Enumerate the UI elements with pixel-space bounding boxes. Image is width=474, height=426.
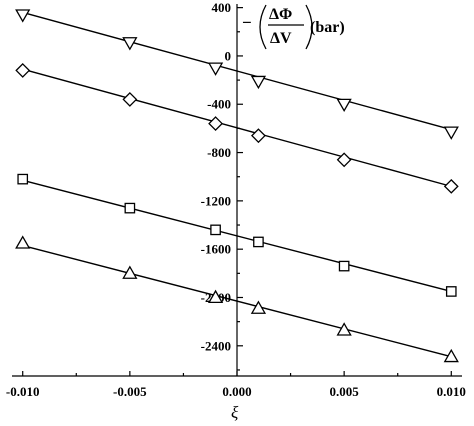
triangle-down-marker	[122, 37, 138, 51]
diamond-marker	[251, 128, 266, 144]
x-tick-label: 0.000	[222, 384, 251, 399]
y-axis-label-unit: (bar)	[310, 19, 345, 36]
square-marker	[124, 202, 136, 214]
square-marker	[253, 236, 264, 248]
diamond-marker	[336, 152, 352, 168]
triangle-down-marker	[15, 9, 31, 23]
triangle-up-marker	[15, 235, 31, 249]
x-tick-label: 0.005	[330, 384, 360, 399]
series-triangle-up	[15, 235, 459, 363]
diamond-marker	[208, 116, 223, 131]
x-axis-label: ξ	[231, 403, 239, 422]
triangle-up-marker	[250, 300, 267, 314]
y-tick-label: -2400	[201, 338, 231, 353]
triangle-up-marker	[443, 348, 459, 363]
triangle-up-marker	[122, 265, 138, 279]
y-tick-label: 0	[225, 48, 232, 63]
y-axis-label: − ΔΦ ΔV (bar)	[242, 4, 345, 50]
y-tick-label: -1200	[201, 193, 231, 208]
y-axis-label-left-paren	[259, 4, 267, 50]
square-marker	[210, 224, 221, 236]
fit-line	[22, 11, 452, 131]
x-tick-label: 0.010	[437, 384, 466, 399]
triangle-up-marker	[207, 289, 224, 304]
fit-line	[22, 244, 452, 358]
fit-line	[22, 179, 452, 293]
y-tick-label: -1600	[201, 242, 231, 257]
series-square	[17, 173, 457, 297]
y-axis-label-denominator: ΔV	[270, 30, 292, 47]
triangle-down-marker	[207, 62, 224, 76]
x-tick-label: -0.010	[6, 384, 40, 399]
triangle-down-marker	[250, 75, 267, 90]
fit-line	[22, 68, 452, 188]
diamond-marker	[122, 91, 138, 107]
x-tick-label: -0.005	[113, 384, 147, 399]
triangle-up-marker	[336, 322, 352, 336]
y-axis-label-right-paren	[305, 4, 313, 50]
y-tick-label: 400	[212, 0, 232, 15]
y-tick-label: -400	[207, 97, 231, 112]
series-diamond	[15, 63, 459, 194]
square-marker	[17, 173, 29, 185]
diamond-marker	[15, 63, 31, 78]
series-triangle-down	[15, 9, 459, 140]
diamond-marker	[443, 178, 459, 194]
axes: -0.010 -0.005 0.000 0.005 0.010 400 0 -400 -800 -…	[6, 0, 466, 399]
triangle-down-marker	[336, 98, 352, 113]
square-marker	[445, 286, 457, 297]
y-axis-label-prefix: −	[242, 13, 252, 32]
series-layer	[15, 9, 459, 363]
y-tick-label: -800	[207, 145, 231, 160]
square-marker	[338, 260, 350, 272]
y-axis-label-numerator: ΔΦ	[269, 6, 292, 23]
triangle-down-marker	[443, 126, 459, 140]
